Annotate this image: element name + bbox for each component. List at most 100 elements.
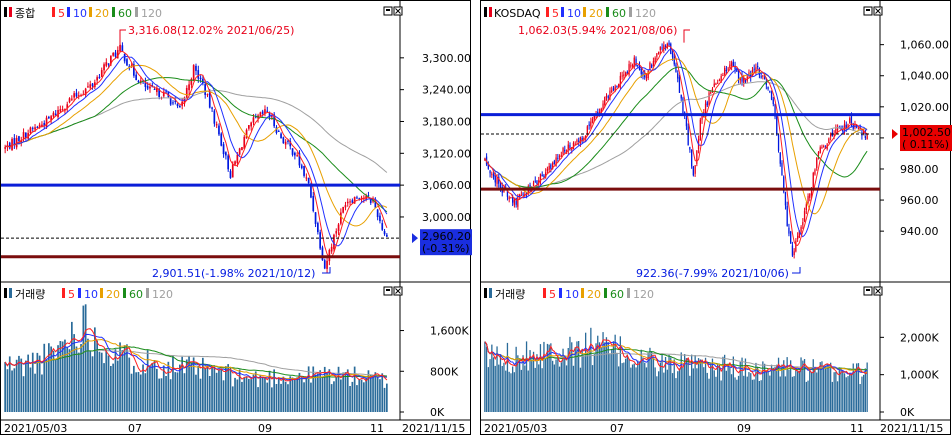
volume-bar xyxy=(718,364,721,412)
volume-bar xyxy=(505,370,507,412)
candle-down xyxy=(367,195,370,197)
volume-bar xyxy=(781,364,783,412)
volume-bar xyxy=(492,357,495,412)
candle-up xyxy=(835,128,837,134)
candle-down xyxy=(725,69,727,71)
volume-bar xyxy=(531,359,533,412)
volume-bar xyxy=(725,370,727,412)
candle-up xyxy=(614,86,616,91)
current-price-marker xyxy=(892,129,898,140)
volume-bar xyxy=(697,358,700,412)
volume-bar xyxy=(238,369,241,412)
current-price-change: (-0.31%) xyxy=(422,242,470,255)
volume-bar xyxy=(192,357,195,412)
candle-down xyxy=(758,68,760,75)
volume-bar xyxy=(633,363,635,412)
candle-up xyxy=(809,194,811,198)
candle-up xyxy=(87,86,89,88)
candle-up xyxy=(252,117,255,123)
volume-bar xyxy=(167,361,170,412)
volume-bar xyxy=(282,376,285,412)
volume-bar xyxy=(146,350,149,412)
volume-bar xyxy=(342,372,344,412)
volume-bar xyxy=(612,341,615,412)
right-panel-border xyxy=(480,0,951,435)
candle-down xyxy=(227,155,229,170)
candle-down xyxy=(788,227,790,234)
volume-bar xyxy=(734,377,736,412)
candle-up xyxy=(814,169,816,175)
volume-bar xyxy=(172,356,174,412)
legend-marker xyxy=(62,288,65,298)
volume-bar xyxy=(572,365,575,412)
candle-up xyxy=(724,68,726,75)
volume-bar xyxy=(82,305,85,412)
ma5-line xyxy=(484,45,868,246)
candle-up xyxy=(103,64,105,71)
volume-bar xyxy=(609,353,611,412)
candle-down xyxy=(319,232,321,249)
volume-bar xyxy=(503,362,505,412)
legend-marker xyxy=(629,7,632,17)
legend-marker xyxy=(546,7,549,17)
y-tick-label: 980.00 xyxy=(900,163,939,176)
candle-down xyxy=(536,180,538,185)
volume-bar xyxy=(854,371,856,412)
volume-bar xyxy=(649,347,651,412)
candle-up xyxy=(519,194,521,197)
volume-bar xyxy=(658,371,660,412)
candle-down xyxy=(769,90,771,92)
volume-bar xyxy=(527,370,529,412)
volume-bar xyxy=(859,384,861,412)
volume-bar xyxy=(602,332,604,412)
volume-bar xyxy=(784,376,787,412)
candle-up xyxy=(192,65,195,81)
candle-down xyxy=(498,176,500,184)
volume-bar xyxy=(27,354,29,412)
legend-marker xyxy=(489,288,492,298)
volume-bar xyxy=(137,372,140,412)
volume-bar xyxy=(552,360,554,412)
volume-bar xyxy=(515,346,517,412)
volume-bar xyxy=(73,334,75,412)
date-end: 2021/11/15 xyxy=(880,422,943,435)
vol-ma5-line xyxy=(484,339,868,378)
candle-up xyxy=(836,128,839,131)
candle-down xyxy=(553,161,555,164)
candle-down xyxy=(31,127,34,129)
volume-bar xyxy=(31,352,34,412)
volume-bar xyxy=(783,360,785,412)
volume-bar xyxy=(130,373,133,412)
volume-bar xyxy=(114,349,117,412)
volume-bar xyxy=(211,367,213,412)
volume-bar xyxy=(59,341,62,412)
left-panel: 3,300.00 3,240.00 3,180.00 3,120.00 3,060.00… xyxy=(0,0,472,435)
volume-bar xyxy=(284,381,287,412)
right-volume-chart: 2,000K 1,000K 0K xyxy=(484,327,939,419)
candle-down xyxy=(760,76,762,78)
volume-bar xyxy=(491,344,493,412)
volume-bar xyxy=(635,367,637,412)
volume-bar xyxy=(548,344,550,412)
candle-down xyxy=(287,140,289,142)
candle-down xyxy=(642,71,644,76)
candle-up xyxy=(105,62,108,66)
volume-bar xyxy=(48,343,50,412)
candle-up xyxy=(333,234,335,250)
candle-up xyxy=(565,150,568,152)
volume-bar xyxy=(803,359,806,412)
volume-bar xyxy=(379,379,381,412)
candle-down xyxy=(282,137,285,144)
candle-up xyxy=(34,127,36,130)
candle-up xyxy=(27,133,29,139)
volume-bar xyxy=(112,363,114,412)
candle-down xyxy=(225,152,227,156)
candle-up xyxy=(583,137,585,140)
candle-down xyxy=(675,64,677,73)
candle-down xyxy=(564,149,566,152)
candle-up xyxy=(112,52,114,56)
candle-down xyxy=(779,152,781,164)
volume-bar xyxy=(590,327,592,412)
candle-up xyxy=(630,65,632,67)
volume-bar xyxy=(298,372,301,412)
